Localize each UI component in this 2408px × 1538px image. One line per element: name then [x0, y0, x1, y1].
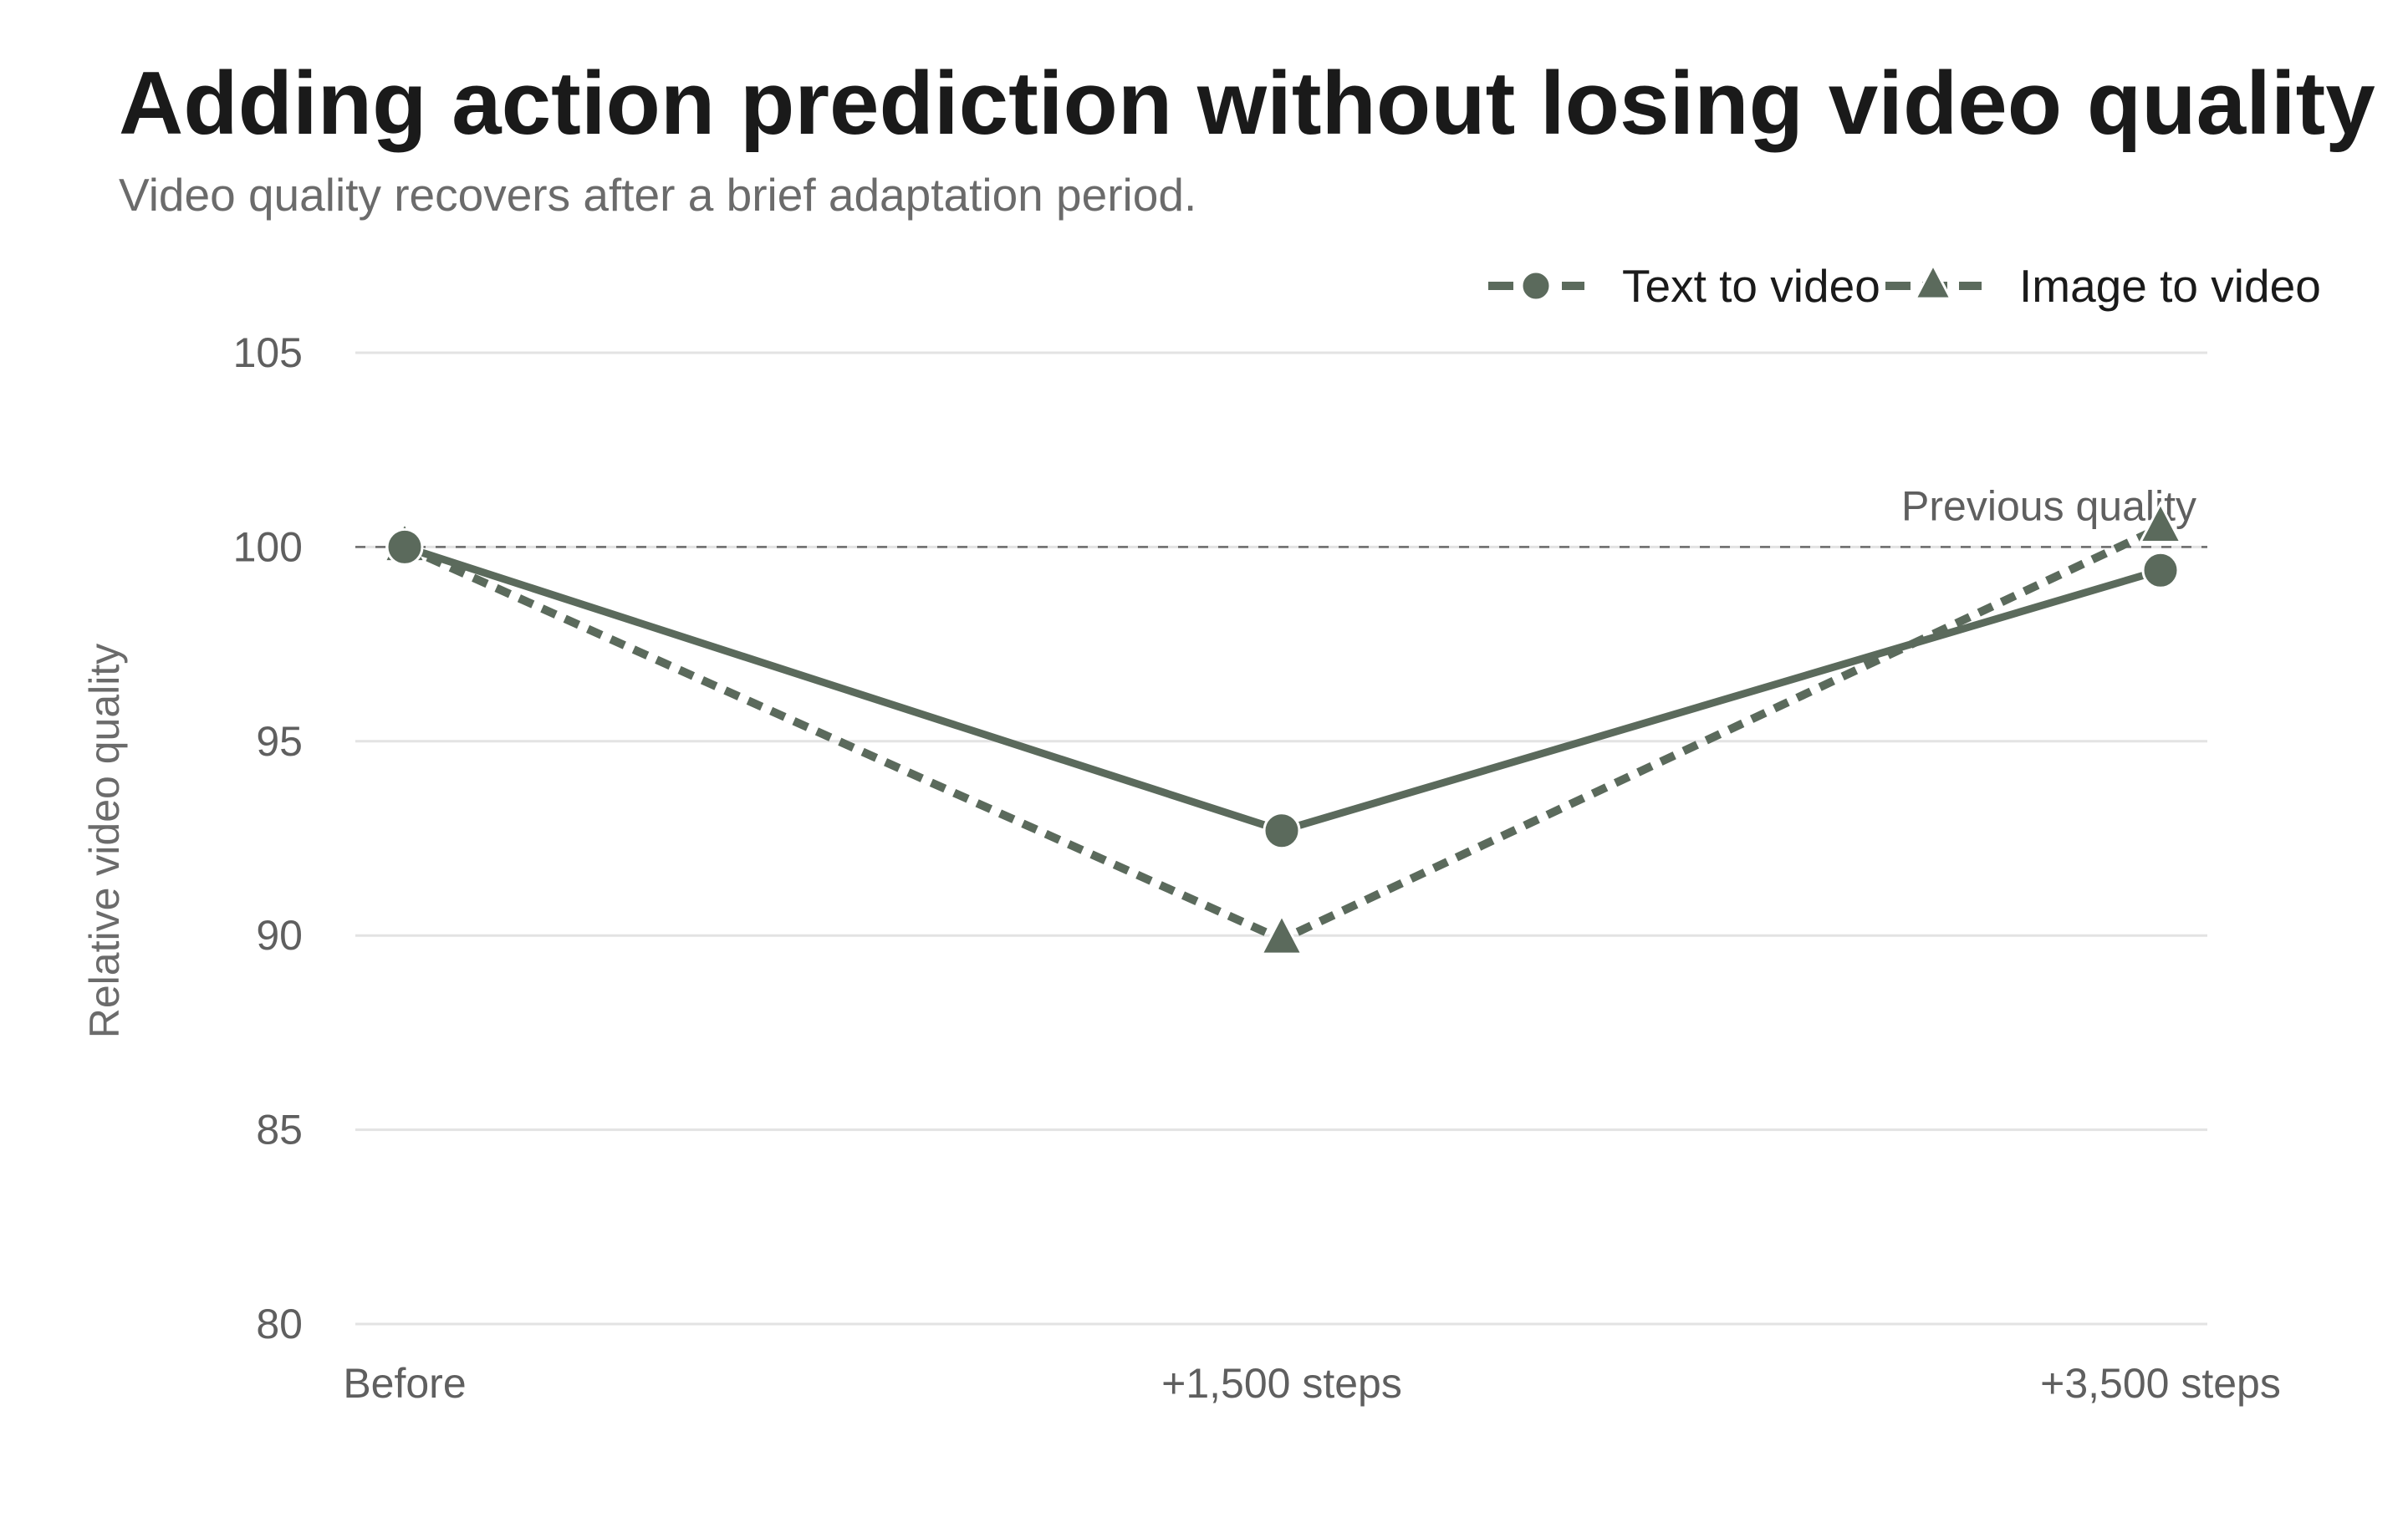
series-group: [382, 501, 2183, 955]
data-point-triangle: [2138, 501, 2183, 543]
y-axis-title: Relative video quality: [81, 644, 128, 1039]
series-1: [382, 501, 2183, 955]
x-tick-label: +1,500 steps: [1161, 1360, 1402, 1407]
legend-label: Text to video: [1622, 260, 1880, 312]
reference-line-group: Previous quality: [355, 482, 2207, 548]
y-tick-label: 90: [256, 912, 303, 959]
legend-item: Image to video: [1885, 260, 2321, 312]
legend: Text to video Image to video: [1488, 260, 2321, 312]
series-line: [402, 523, 2163, 944]
y-axis-ticks: 80 85 90 95 100 105: [233, 329, 303, 1347]
legend-marker-triangle: [1913, 262, 1953, 300]
data-point-circle: [1263, 812, 1301, 850]
y-tick-label: 100: [233, 523, 303, 570]
data-point-triangle: [1259, 913, 1304, 955]
x-axis-ticks: Before +1,500 steps +3,500 steps: [343, 1360, 2281, 1407]
data-point-circle: [2141, 551, 2180, 589]
y-tick-label: 95: [256, 718, 303, 765]
series-0: [385, 527, 2180, 850]
reference-line-label: Previous quality: [1901, 482, 2196, 529]
data-point-circle: [385, 527, 424, 566]
y-tick-label: 105: [233, 329, 303, 376]
legend-label: Image to video: [2019, 260, 2321, 312]
y-tick-label: 85: [256, 1107, 303, 1154]
chart-title: Adding action prediction without losing …: [119, 53, 2375, 153]
chart-subtitle: Video quality recovers after a brief ada…: [119, 169, 1196, 221]
x-tick-label: +3,500 steps: [2040, 1360, 2281, 1407]
y-tick-label: 80: [256, 1301, 303, 1347]
legend-item: Text to video: [1488, 260, 1880, 312]
x-tick-label: Before: [343, 1360, 466, 1407]
legend-marker-circle: [1520, 270, 1552, 302]
series-line: [403, 543, 2162, 835]
